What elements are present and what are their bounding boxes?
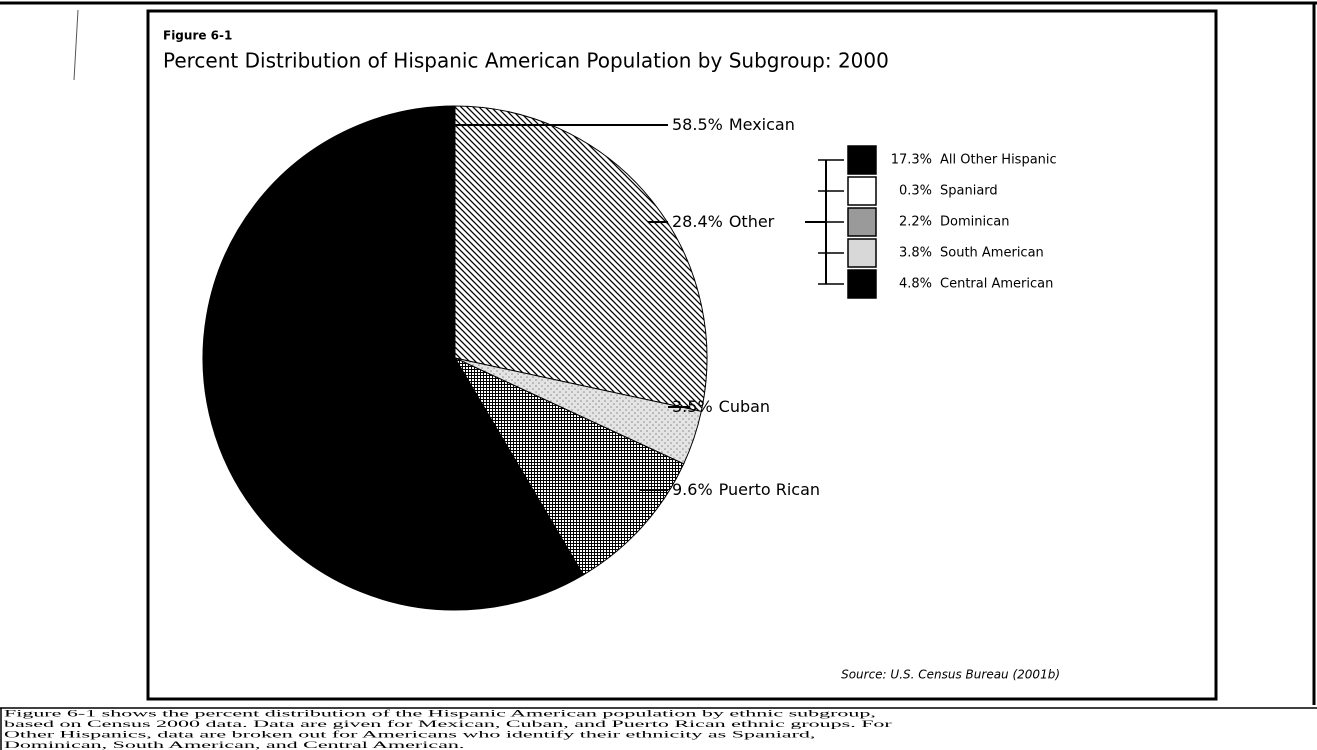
legend-label: Spaniard [940, 184, 998, 199]
legend-swatch [847, 207, 877, 237]
legend-swatch [847, 238, 877, 268]
pie-slice [454, 105, 708, 413]
value-label: 9.6% [672, 480, 713, 499]
value-label: 28.4% [672, 212, 723, 231]
slice-label: 58.5% Mexican [672, 115, 795, 134]
paragraph: Figure 6-1 shows the percent distributio… [4, 708, 892, 750]
value-label: 3.5% [672, 397, 713, 416]
slice-label: 9.6% Puerto Rican [672, 480, 820, 499]
chart-title: Percent Distribution of Hispanic America… [163, 49, 889, 73]
slice-label: 28.4% Other [672, 212, 775, 231]
pie-slice [202, 105, 584, 611]
legend-label: South American [940, 246, 1044, 261]
figure-label: Figure 6-1 [163, 29, 232, 43]
figure-frame [146, 9, 1218, 701]
legend-value: 4.8% [899, 277, 932, 292]
value-label: 58.5% [672, 115, 723, 134]
paragraph-line: Dominican, South American, and Central A… [4, 740, 464, 750]
category-label: Mexican [729, 115, 795, 134]
labels: 28.4% Other 3.5% Cuban 9.6% Puerto Rican 58.5%… [439, 106, 1057, 499]
legend-swatch [847, 269, 877, 299]
pie-slice [453, 356, 685, 576]
category-label: Other [729, 212, 775, 231]
legend-label: Central American [940, 277, 1053, 292]
paragraph-line: Other Hispanics, data are broken out for… [4, 729, 815, 740]
legend-label: Dominican [940, 215, 1009, 230]
pie [202, 105, 708, 611]
legend-label: All Other Hispanic [940, 153, 1057, 168]
paragraph-line: Figure 6-1 shows the percent distributio… [4, 708, 876, 719]
source: Source: U.S. Census Bureau (2001b) [841, 668, 1060, 682]
category-label: Cuban [719, 397, 770, 416]
legend-swatch [847, 145, 877, 175]
paragraph-line: based on Census 2000 data. Data are give… [4, 719, 892, 730]
legend-value: 2.2% [899, 215, 932, 230]
leader-line [439, 106, 668, 126]
legend-swatch [847, 176, 877, 206]
legend-value: 3.8% [899, 246, 932, 261]
scan-mark [73, 9, 79, 81]
legend-value: 17.3% [891, 153, 932, 168]
slice-label: 3.5% Cuban [672, 397, 770, 416]
legend-value: 0.3% [899, 184, 932, 199]
category-label: Puerto Rican [719, 480, 820, 499]
